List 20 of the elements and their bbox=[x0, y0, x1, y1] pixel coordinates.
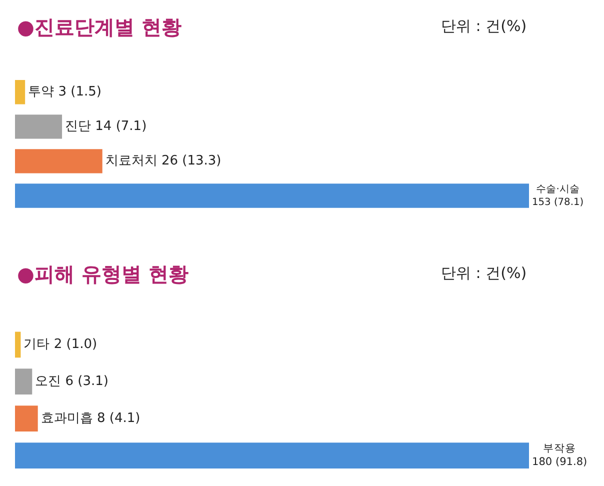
data-label: 치료처치 26 (13.3) bbox=[105, 154, 222, 169]
bar bbox=[15, 80, 26, 104]
bar bbox=[15, 368, 32, 395]
bar bbox=[15, 184, 529, 208]
data-label: 부작용 180 (91.8) bbox=[532, 442, 588, 468]
bar bbox=[15, 332, 21, 358]
text: 단위 : 건(%) bbox=[441, 17, 527, 35]
data-label: 수술·시술 153 (78.1) bbox=[532, 184, 584, 208]
data-label: 오진 6 (3.1) bbox=[35, 374, 108, 390]
bar bbox=[15, 406, 38, 432]
chart-title: ●진료단계별 현황 bbox=[17, 15, 182, 39]
data-label: 투약 3 (1.5) bbox=[28, 84, 102, 100]
data-label: 진단 14 (7.1) bbox=[65, 119, 147, 134]
text: 단위 : 건(%) bbox=[441, 264, 527, 282]
bar bbox=[15, 442, 529, 468]
data-label: 기타 2 (1.0) bbox=[24, 337, 98, 352]
bar bbox=[15, 114, 62, 139]
data-label: 효과미흡 8 (4.1) bbox=[40, 411, 140, 426]
bar bbox=[15, 149, 102, 174]
chart-title: ●피해 유형별 현황 bbox=[17, 262, 188, 286]
